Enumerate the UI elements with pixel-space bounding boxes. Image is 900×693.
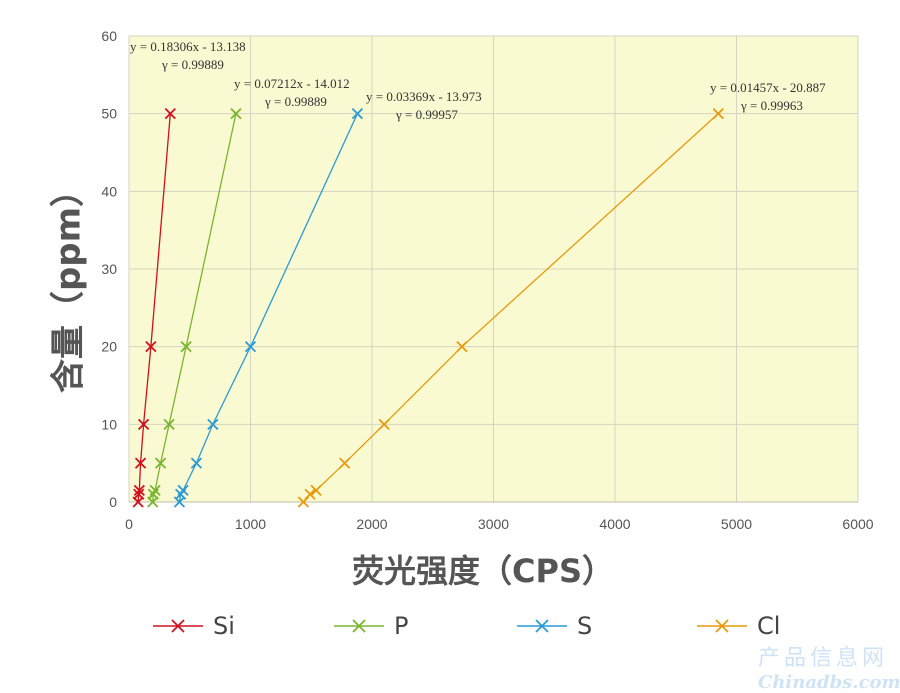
legend-marker-p [352, 619, 366, 633]
correlation-s: γ = 0.99957 [395, 107, 458, 122]
data-point-cl [456, 341, 468, 353]
data-point-s [244, 341, 257, 353]
data-point-cl [339, 457, 351, 469]
data-point-cl [712, 108, 724, 120]
data-point-s [207, 418, 219, 430]
legend-item-si: Si [153, 612, 235, 640]
x-tick-label: 0 [125, 516, 133, 532]
x-tick-label: 5000 [721, 516, 752, 532]
data-point-si [137, 418, 150, 430]
x-axis-title: 荧光强度（CPS） [352, 552, 614, 590]
data-point-si [134, 457, 147, 469]
legend-label-s: S [577, 612, 592, 640]
data-point-cl [378, 418, 390, 430]
equation-cl: y = 0.01457x - 20.887 [710, 80, 826, 95]
legend-marker-s [535, 619, 549, 633]
data-point-p [163, 418, 175, 430]
watermark-cn: 产品信息网 [758, 646, 888, 671]
data-point-p [154, 457, 167, 469]
watermark-en: Chinadbs.com [758, 672, 900, 693]
y-tick-label: 40 [101, 183, 117, 199]
data-point-cl [310, 484, 322, 496]
correlation-cl: γ = 0.99963 [740, 98, 803, 113]
legend-item-cl: Cl [697, 612, 780, 640]
x-tick-label: 2000 [356, 516, 387, 532]
legend: Si P S Cl [153, 612, 780, 640]
data-point-cl [304, 488, 316, 500]
y-tick-label: 0 [109, 494, 117, 510]
legend-label-cl: Cl [757, 612, 780, 640]
x-tick-label: 3000 [478, 516, 509, 532]
series-group [132, 108, 724, 508]
data-point-si [145, 341, 157, 353]
data-point-si [164, 108, 176, 120]
data-point-si [133, 488, 145, 500]
y-tick-label: 30 [101, 261, 117, 277]
x-tick-label: 4000 [599, 516, 630, 532]
y-axis-title: 含量（ppm） [49, 173, 89, 393]
equation-s: y = 0.03369x - 13.973 [366, 89, 482, 104]
y-tick-label: 10 [101, 416, 117, 432]
legend-item-s: S [517, 612, 592, 640]
x-tick-label: 6000 [842, 516, 873, 532]
data-point-s [351, 108, 364, 120]
legend-marker-si [171, 619, 185, 633]
legend-item-p: P [334, 612, 408, 640]
legend-label-p: P [394, 612, 408, 640]
y-tick-label: 60 [101, 28, 117, 44]
legend-marker-cl [715, 619, 729, 633]
correlation-si: γ = 0.99889 [161, 57, 224, 72]
data-point-p [230, 108, 242, 120]
data-point-p [180, 341, 192, 353]
equation-si: y = 0.18306x - 13.138 [130, 39, 246, 54]
correlation-p: γ = 0.99889 [264, 94, 327, 109]
data-point-s [177, 484, 189, 496]
y-tick-label: 50 [101, 106, 117, 122]
data-point-p [149, 484, 161, 496]
data-point-si [133, 484, 145, 496]
y-tick-label: 20 [101, 339, 117, 355]
y-tick-labels: 0 10 20 30 40 50 60 [101, 28, 117, 510]
equation-p: y = 0.07212x - 14.012 [234, 76, 350, 91]
x-tick-label: 1000 [235, 516, 266, 532]
equation-labels: y = 0.18306x - 13.138 γ = 0.99889 y = 0.07… [130, 39, 826, 122]
legend-label-si: Si [213, 612, 235, 640]
x-tick-labels: 0 1000 2000 3000 4000 5000 6000 [125, 516, 874, 532]
data-point-s [190, 457, 203, 469]
